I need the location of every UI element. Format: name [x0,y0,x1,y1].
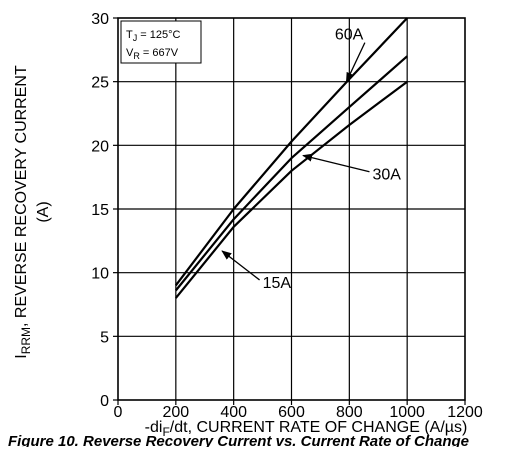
y-axis-title-line1: IRRM, REVERSE RECOVERY CURRENT [13,65,33,359]
series-label-arrow-15a [221,250,260,281]
y-tick-label: 5 [100,329,109,346]
y-axis-title-line2: (A) [35,201,52,222]
y-tick-label: 25 [91,75,109,92]
series-label-arrow-30a [302,153,370,173]
x-tick-label: 400 [220,404,247,421]
y-tick-label: 0 [100,393,109,410]
x-tick-label: 600 [278,404,305,421]
x-tick-label: 1000 [389,404,425,421]
series-line-30a [174,55,408,292]
y-tick-label: 20 [91,138,109,155]
figure-caption: Figure 10. Reverse Recovery Current vs. … [8,433,469,447]
x-axis-title: -diF/dt, CURRENT RATE OF CHANGE (A/µs) [145,419,468,439]
y-tick-label: 30 [91,11,109,28]
y-tick-label: 15 [91,202,109,219]
series-label-arrow-60a [345,42,366,83]
x-tick-label: 0 [114,404,123,421]
series-line-60a [174,17,408,287]
series-label-30a: 30A [372,167,401,184]
condition-vr: VR = 667V [126,47,179,61]
conditions-box-frame [120,20,202,64]
x-tick-label: 800 [336,404,363,421]
series-label-15a: 15A [263,275,292,292]
x-tick-label: 1200 [447,404,483,421]
condition-tj: TJ = 125°C [126,29,181,43]
y-axis-title: IRRM, REVERSE RECOVERY CURRENT (A) [13,65,52,359]
x-tick-label: 200 [162,404,189,421]
series-label-60a: 60A [335,27,364,44]
conditions-box: TJ = 125°C VR = 667V [120,20,202,64]
series-line-15a [174,80,408,299]
y-tick-label: 10 [91,266,109,283]
